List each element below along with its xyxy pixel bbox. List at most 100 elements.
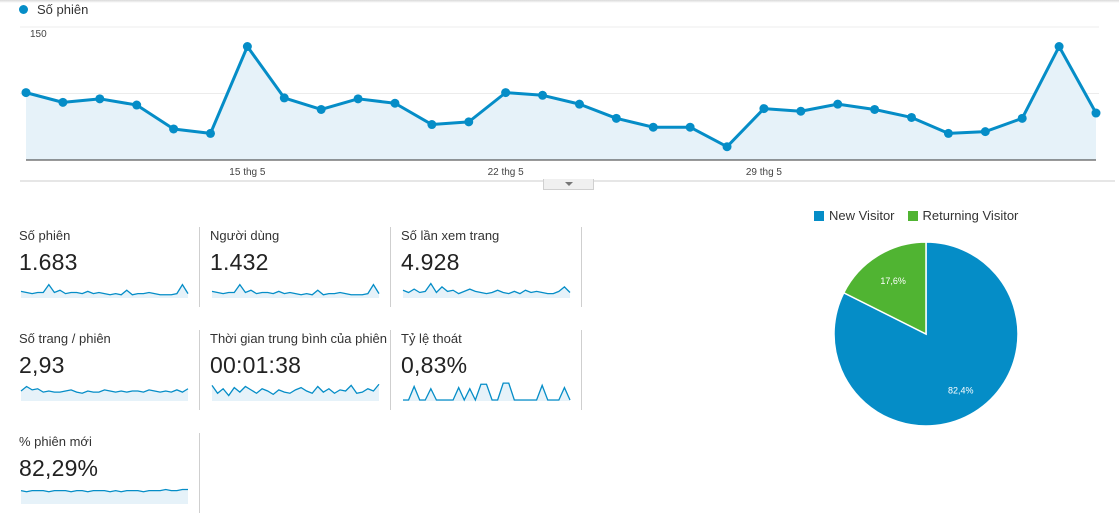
data-point — [95, 94, 105, 104]
divider — [581, 227, 582, 307]
metric-pageviews[interactable]: Số lần xem trang 4.928 — [401, 228, 581, 306]
metric-pages-per-session[interactable]: Số trang / phiên 2,93 — [19, 331, 199, 409]
metric-new-sessions-pct[interactable]: % phiên mới 82,29% — [19, 434, 199, 512]
series-area — [26, 46, 1096, 160]
chart-legend-label: Số phiên — [37, 2, 89, 17]
metric-label: Số phiên — [19, 228, 71, 243]
legend-swatch — [907, 210, 918, 221]
data-point — [1091, 108, 1101, 118]
divider — [199, 227, 200, 307]
metric-value: 00:01:38 — [210, 352, 302, 378]
metric-label: % phiên mới — [19, 434, 92, 449]
metric-value: 0,83% — [401, 352, 468, 378]
x-tick-label: 22 thg 5 — [488, 167, 525, 178]
sparkline-area — [403, 283, 570, 298]
chart-legend: Số phiên — [19, 2, 88, 17]
top-shadow — [0, 0, 1119, 3]
sparkline-area — [21, 284, 188, 298]
divider — [390, 330, 391, 410]
divider — [199, 330, 200, 410]
metric-sparkline — [20, 283, 189, 298]
metric-sparkline — [403, 382, 571, 402]
data-point — [169, 124, 179, 134]
data-point — [685, 122, 695, 132]
data-point — [279, 93, 289, 103]
data-point — [501, 88, 511, 98]
legend-returning-visitor[interactable]: Returning Visitor — [907, 208, 1019, 223]
metric-value: 1.432 — [210, 249, 269, 275]
data-point — [390, 98, 400, 108]
metric-sparkline — [211, 283, 380, 298]
data-point — [1017, 113, 1027, 123]
legend-new-visitor[interactable]: New Visitor — [814, 208, 895, 223]
data-point — [648, 122, 658, 132]
data-point — [464, 117, 474, 127]
sparkline-area — [21, 386, 188, 401]
sparkline-area — [212, 384, 379, 401]
data-point — [58, 97, 68, 107]
metric-sparkline — [20, 385, 189, 401]
data-point — [722, 142, 732, 152]
data-point — [943, 128, 953, 138]
data-point — [132, 100, 142, 110]
pie-slice[interactable] — [842, 241, 927, 336]
metric-users[interactable]: Người dùng 1.432 — [210, 228, 390, 306]
data-point — [574, 99, 584, 109]
series-line — [25, 45, 1098, 149]
sessions-line-chart[interactable]: 1507515 thg 522 thg 529 thg 5 — [0, 0, 1119, 185]
divider — [199, 433, 200, 513]
data-point — [242, 42, 252, 52]
data-point — [907, 112, 917, 122]
metric-label: Tỷ lệ thoát — [401, 331, 462, 346]
metric-label: Thời gian trung bình của phiên — [210, 331, 387, 346]
pie-legend: New Visitor Returning Visitor — [814, 208, 1031, 223]
metric-value: 1.683 — [19, 249, 78, 275]
metric-sparkline — [20, 488, 188, 504]
data-point — [833, 99, 843, 109]
metric-sessions[interactable]: Số phiên 1.683 — [19, 228, 199, 306]
sparkline-area — [403, 383, 570, 401]
chevron-down-icon — [564, 182, 573, 186]
data-point — [796, 106, 806, 116]
pie-slice-label: 82,4% — [948, 385, 974, 395]
visitor-type-pie-chart[interactable]: 82,4% 17,6% — [826, 234, 1026, 434]
metric-sparkline — [402, 282, 571, 298]
data-point — [538, 90, 548, 100]
sparkline-area — [212, 284, 379, 298]
sparkline-line — [402, 282, 571, 295]
y-tick-label: 150 — [30, 29, 47, 40]
sparkline-line — [20, 488, 188, 493]
sparkline-area — [21, 489, 188, 504]
data-point — [353, 94, 363, 104]
metric-value: 2,93 — [19, 352, 65, 378]
x-tick-label: 29 thg 5 — [746, 167, 783, 178]
data-point — [21, 88, 31, 98]
data-point — [870, 104, 880, 114]
sparkline-line — [211, 383, 380, 397]
metric-value: 4.928 — [401, 249, 460, 275]
pie-slice-label: 17,6% — [880, 276, 906, 286]
data-point — [759, 104, 769, 114]
divider — [581, 330, 582, 410]
metric-label: Số lần xem trang — [401, 228, 500, 243]
data-point — [611, 113, 621, 123]
divider — [390, 227, 391, 307]
metric-label: Số trang / phiên — [19, 331, 111, 346]
sparkline-line — [403, 382, 571, 402]
data-point — [316, 104, 326, 114]
data-point — [980, 127, 990, 137]
data-point — [427, 120, 437, 130]
x-tick-label: 15 thg 5 — [229, 167, 266, 178]
legend-swatch — [814, 210, 824, 221]
metric-bounce-rate[interactable]: Tỷ lệ thoát 0,83% — [401, 331, 581, 409]
chart-expand-toggle[interactable] — [543, 179, 594, 190]
sparkline-line — [20, 385, 189, 394]
legend-label: Returning Visitor — [922, 208, 1019, 223]
sparkline-line — [20, 283, 189, 296]
metric-avg-session-duration[interactable]: Thời gian trung bình của phiên 00:01:38 — [210, 331, 390, 409]
metric-value: 82,29% — [19, 455, 99, 481]
data-point — [205, 128, 215, 138]
sparkline-line — [211, 283, 380, 296]
series-dot-icon — [19, 5, 28, 14]
metric-label: Người dùng — [210, 228, 280, 243]
